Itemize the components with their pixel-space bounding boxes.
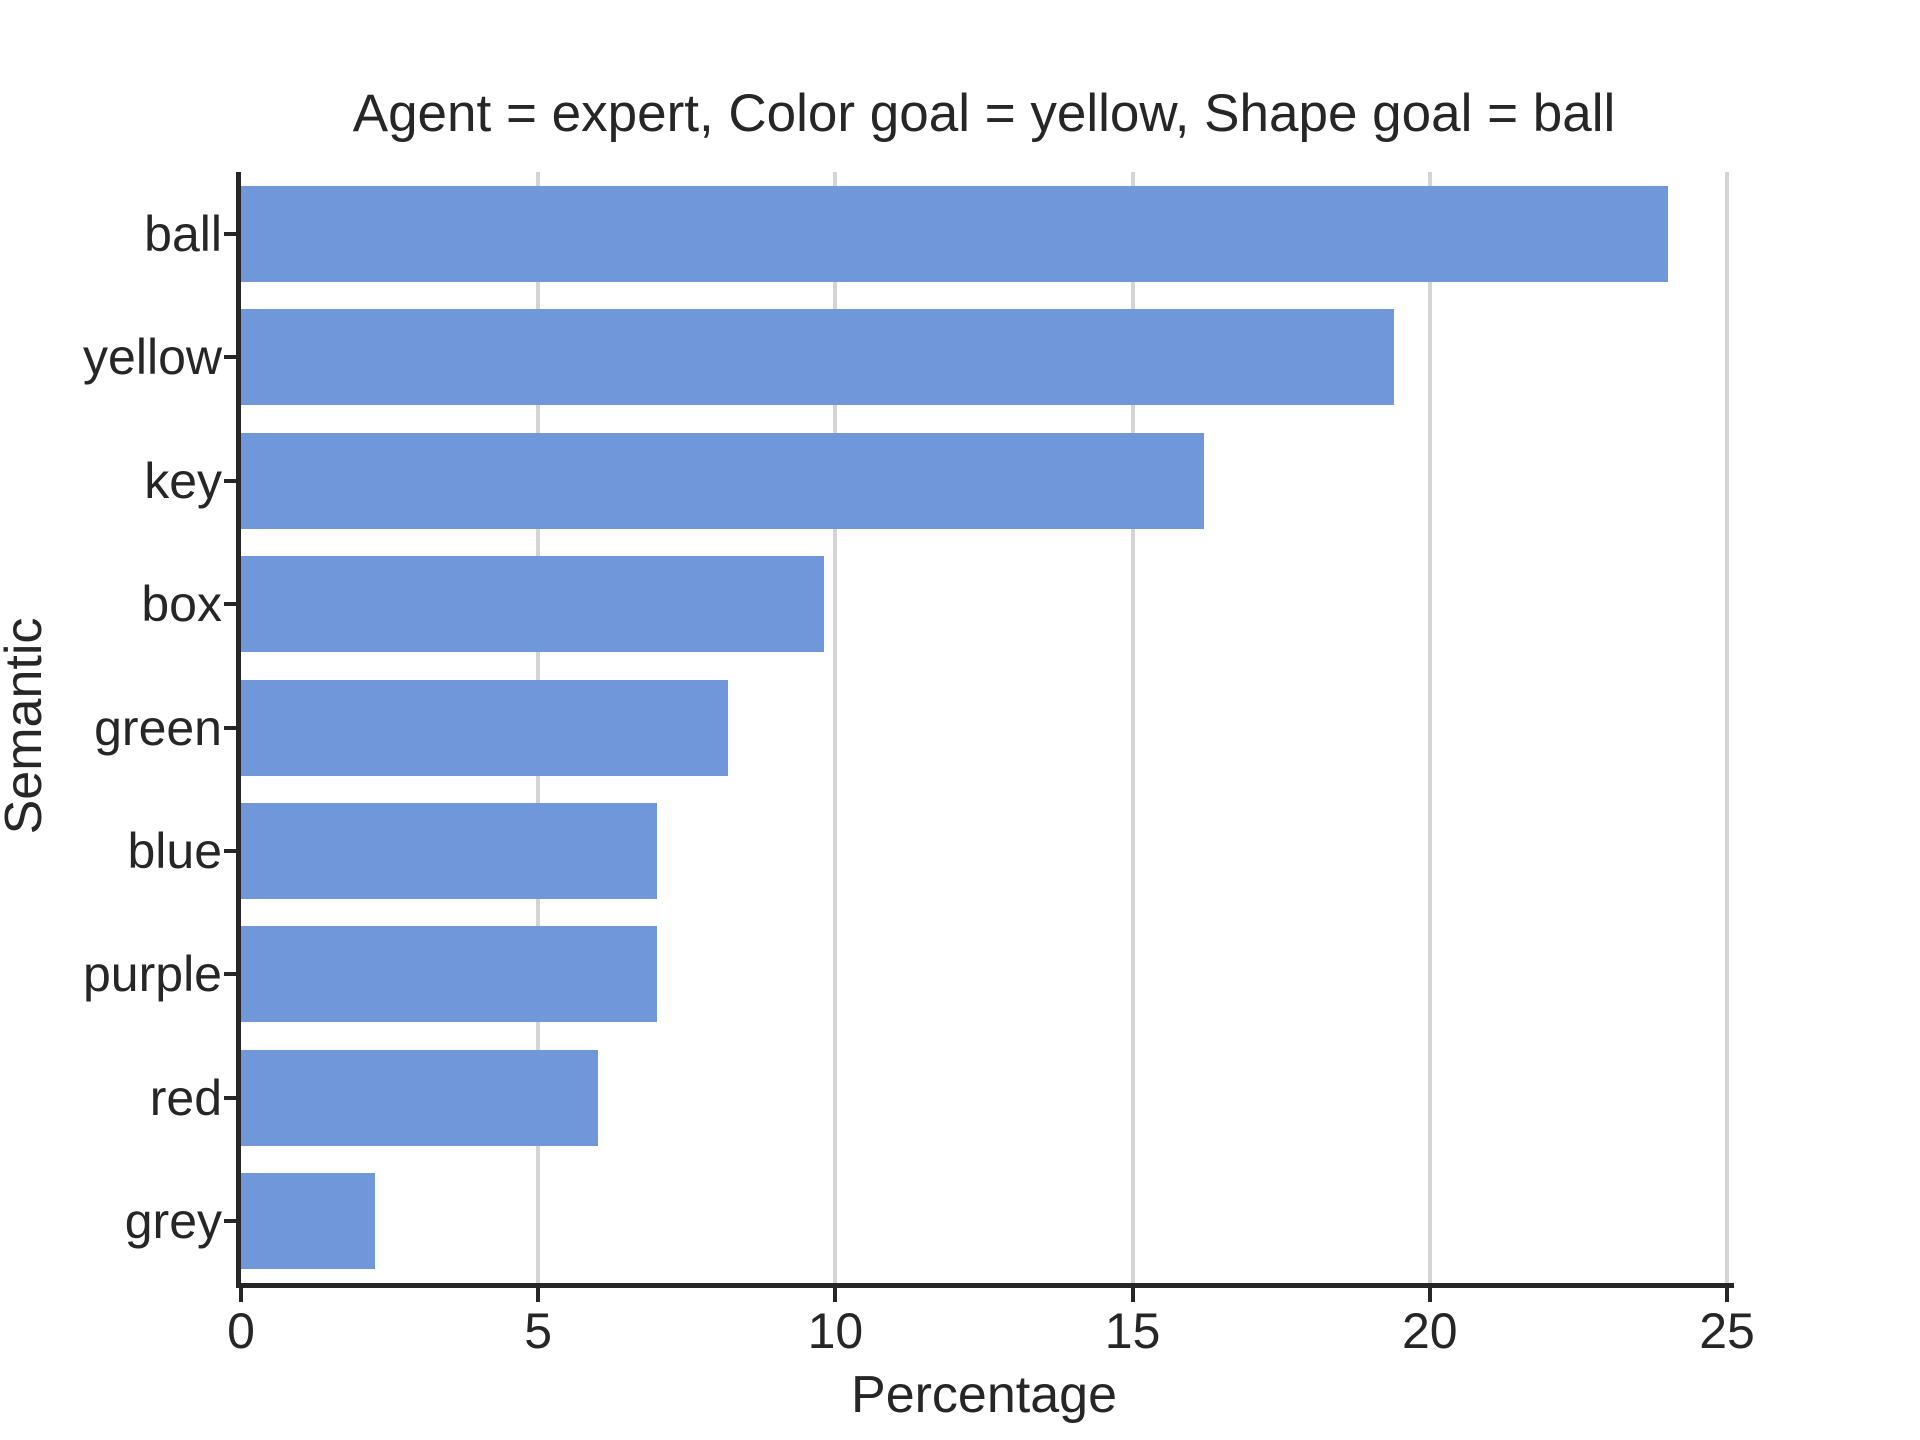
bar-yellow	[241, 309, 1395, 406]
bar-box	[241, 556, 824, 653]
y-tick-label-key: key	[144, 452, 222, 509]
y-tick-mark-ball	[224, 231, 237, 236]
y-tick-label-ball: ball	[144, 205, 222, 262]
y-tick-mark-purple	[224, 972, 237, 977]
x-tick-mark-15	[1130, 1288, 1135, 1302]
gridline-20	[1427, 172, 1432, 1283]
y-tick-label-box: box	[141, 576, 222, 633]
y-tick-mark-blue	[224, 848, 237, 853]
x-tick-label-5: 5	[524, 1303, 553, 1359]
bar-red	[241, 1049, 598, 1146]
x-axis-label: Percentage	[851, 1366, 1117, 1424]
chart-title: Agent = expert, Color goal = yellow, Sha…	[352, 84, 1616, 143]
bar-grey	[241, 1173, 375, 1270]
x-tick-mark-20	[1427, 1288, 1432, 1302]
y-tick-mark-box	[224, 602, 237, 607]
x-tick-mark-25	[1725, 1288, 1729, 1302]
x-tick-label-25: 25	[1699, 1303, 1755, 1359]
y-tick-mark-yellow	[224, 355, 237, 360]
gridline-25	[1725, 172, 1729, 1283]
x-tick-mark-0	[239, 1288, 243, 1302]
y-axis-spine	[236, 172, 241, 1288]
y-tick-label-yellow: yellow	[83, 329, 222, 386]
bar-blue	[241, 802, 658, 899]
y-tick-label-blue: blue	[127, 822, 222, 879]
x-tick-mark-5	[536, 1288, 541, 1302]
x-tick-label-20: 20	[1401, 1303, 1458, 1359]
bar-ball	[241, 185, 1668, 282]
y-tick-label-red: red	[149, 1069, 222, 1126]
x-tick-mark-10	[833, 1288, 838, 1302]
bar-key	[241, 432, 1204, 529]
gridline-15	[1130, 172, 1135, 1283]
y-tick-mark-key	[224, 478, 237, 483]
bar-purple	[241, 926, 658, 1023]
y-tick-label-purple: purple	[83, 946, 222, 1003]
y-tick-mark-grey	[224, 1219, 237, 1224]
y-tick-mark-green	[224, 725, 237, 730]
y-tick-mark-red	[224, 1095, 237, 1100]
plot-area	[241, 172, 1729, 1283]
bar-green	[241, 679, 729, 776]
x-axis-spine	[236, 1283, 1734, 1288]
y-tick-label-green: green	[94, 699, 222, 756]
x-tick-label-15: 15	[1104, 1303, 1161, 1359]
x-tick-label-10: 10	[807, 1303, 864, 1359]
x-tick-label-0: 0	[227, 1303, 255, 1359]
gridline-10	[833, 172, 838, 1283]
y-tick-label-grey: grey	[124, 1193, 222, 1250]
y-axis-label: Semantic	[0, 617, 53, 835]
